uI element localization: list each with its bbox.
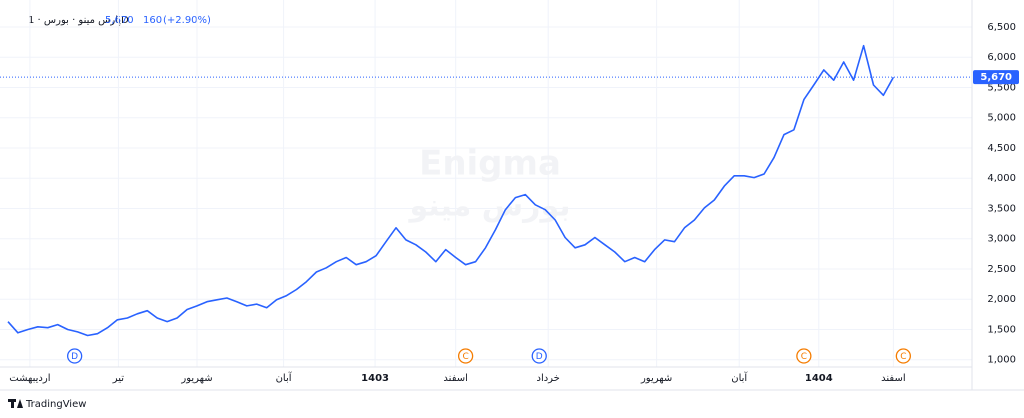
change: 160 (143, 15, 162, 26)
y-tick-label: 3,000 (987, 234, 1016, 245)
y-tick-label: 1,500 (987, 324, 1016, 335)
event-label: C (900, 352, 906, 362)
x-tick-label: 1404 (805, 373, 833, 384)
y-tick-label: 2,500 (987, 264, 1016, 275)
y-tick-label: 4,000 (987, 173, 1016, 184)
chart-title: پارس مینو · بورس · 1D (28, 15, 129, 26)
event-marker (796, 348, 812, 364)
watermark: Enigma (419, 144, 561, 184)
x-tick-label: شهریور (640, 373, 672, 384)
y-tick-label: 4,500 (987, 143, 1016, 154)
y-tick-label: 6,500 (987, 22, 1016, 33)
last-price-label: 5,670 (980, 72, 1012, 83)
event-marker (457, 348, 474, 364)
x-tick-label: خرداد (536, 373, 559, 384)
x-tick-label: 1403 (361, 373, 389, 384)
x-tick-label: تیر (112, 373, 125, 384)
x-tick-label: آبان (276, 371, 293, 384)
y-tick-label: 6,000 (987, 52, 1016, 63)
x-tick-label: آبان (731, 371, 748, 384)
event-marker (895, 348, 911, 364)
event-marker (531, 348, 547, 364)
event-label: C (801, 352, 807, 362)
footer-brand: TradingView (25, 399, 86, 410)
price-line (7, 44, 895, 337)
watermark: بورس مینو (407, 189, 570, 224)
event-label: D (71, 352, 78, 362)
event-marker (67, 348, 83, 364)
y-tick-label: 5,000 (987, 113, 1016, 124)
x-tick-label: شهریور (180, 373, 212, 384)
x-tick-label: اسفند (443, 373, 467, 384)
x-tick-label: اردیبهشت (9, 373, 50, 384)
event-label: C (462, 352, 468, 362)
change-pct: (+2.90%) (163, 15, 211, 26)
x-tick-label: اسفند (881, 373, 905, 384)
y-tick-label: 3,500 (987, 203, 1016, 214)
last-price-box (973, 70, 1019, 85)
tv-logo (8, 399, 23, 408)
y-tick-label: 1,000 (987, 355, 1016, 366)
event-label: D (536, 352, 543, 362)
y-tick-label: 2,000 (987, 294, 1016, 305)
last-price: 5,670 (105, 15, 134, 26)
y-tick-label: 5,500 (987, 82, 1016, 93)
